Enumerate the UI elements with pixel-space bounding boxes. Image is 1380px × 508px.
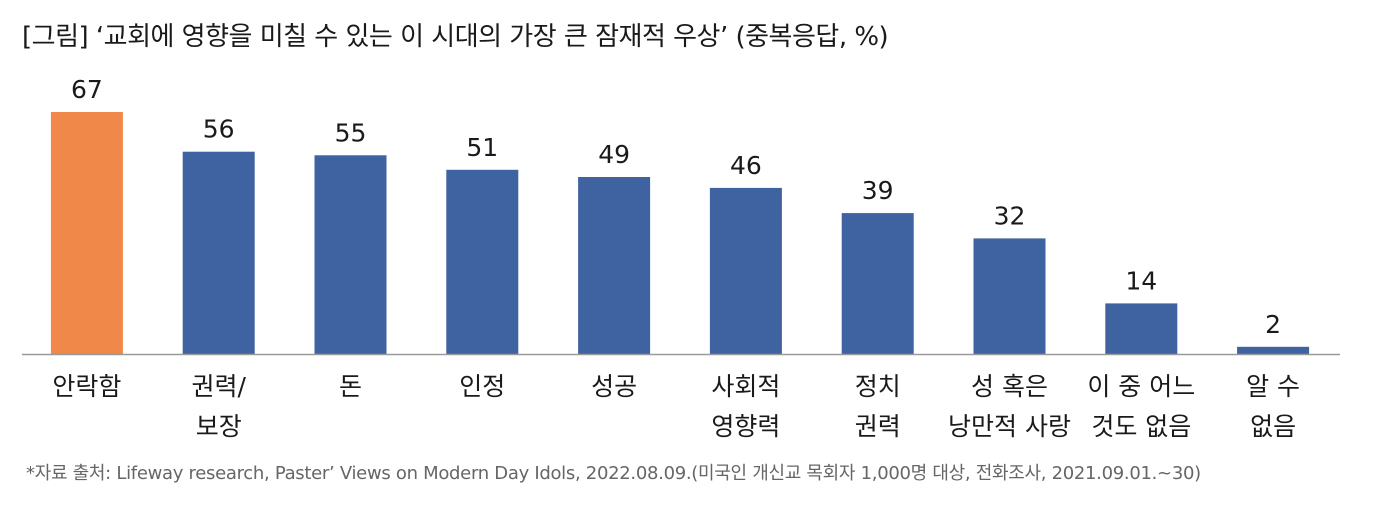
data-label: 46 (730, 151, 762, 180)
data-label: 2 (1265, 310, 1281, 339)
data-label: 51 (466, 133, 498, 162)
category-label: 돈 (339, 372, 362, 401)
category-label: 것도 없음 (1091, 412, 1191, 441)
data-label: 49 (598, 140, 630, 169)
category-label: 없음 (1250, 412, 1296, 441)
bar (841, 213, 914, 354)
data-label: 32 (994, 201, 1026, 230)
category-label: 권력/ (191, 372, 246, 401)
bar (709, 187, 782, 354)
bar (578, 177, 651, 354)
category-label: 권력 (855, 412, 901, 441)
bar (1237, 346, 1310, 354)
bar (973, 238, 1046, 354)
category-label: 인정 (459, 372, 505, 401)
category-label: 낭만적 사랑 (948, 412, 1071, 441)
category-label: 성공 (591, 372, 637, 401)
data-label: 56 (203, 115, 235, 144)
chart-title: [그림] ‘교회에 영향을 미칠 수 있는 이 시대의 가장 큰 잠재적 우상’… (22, 22, 889, 52)
data-label: 39 (862, 176, 894, 205)
category-label: 사회적 (711, 372, 780, 401)
category-label: 정치 (855, 372, 901, 401)
bar (182, 151, 255, 354)
category-label: 보장 (196, 412, 242, 441)
data-label: 67 (71, 75, 103, 104)
category-label: 성 혹은 (971, 372, 1048, 401)
data-label: 55 (335, 118, 367, 147)
category-label: 이 중 어느 (1087, 372, 1195, 401)
data-label: 14 (1125, 266, 1157, 295)
category-label: 영향력 (711, 412, 780, 441)
bar (50, 112, 123, 354)
bar (1105, 303, 1178, 354)
bar (314, 155, 387, 354)
bar (446, 169, 519, 354)
category-label: 안락함 (52, 372, 121, 401)
source-note: *자료 출처: Lifeway research, Paster’ Views … (26, 463, 1201, 484)
category-label: 알 수 (1246, 372, 1300, 401)
